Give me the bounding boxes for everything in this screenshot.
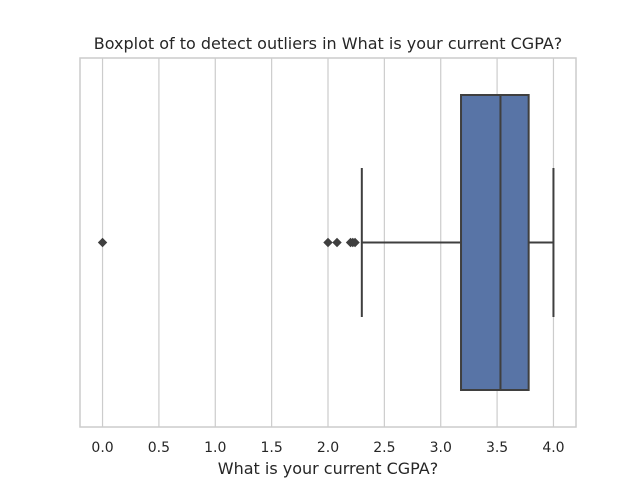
x-tick-label: 2.5 — [373, 440, 395, 456]
outlier-point — [97, 237, 108, 248]
x-tick-label: 0.0 — [91, 440, 113, 456]
x-tick-label: 1.5 — [261, 440, 283, 456]
outlier-point — [323, 237, 333, 248]
box-plot — [97, 94, 555, 391]
x-tick-label: 0.5 — [148, 440, 170, 456]
x-tick-label: 3.0 — [430, 440, 452, 456]
x-tick-label: 4.0 — [542, 440, 564, 456]
x-tick-label: 3.5 — [486, 440, 508, 456]
interquartile-box — [460, 94, 530, 391]
x-axis-label: What is your current CGPA? — [218, 459, 439, 478]
outlier-point — [332, 237, 342, 248]
x-tick-labels: 0.0 0.5 1.0 1.5 2.0 2.5 3.0 3.5 4.0 — [91, 440, 564, 456]
outlier-point — [350, 237, 360, 248]
chart-title: Boxplot of to detect outliers in What is… — [94, 34, 563, 53]
x-tick-label: 1.0 — [204, 440, 226, 456]
plot-area-frame — [79, 57, 577, 428]
x-tick-label: 2.0 — [317, 440, 339, 456]
